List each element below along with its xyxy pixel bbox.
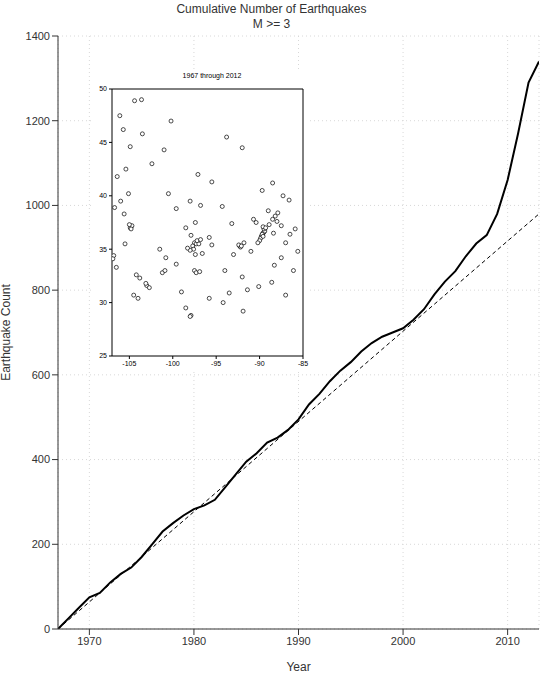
svg-text:2010: 2010 (495, 635, 519, 647)
html-text:1967 through 2012: 1967 through 2012 (182, 72, 242, 79)
svg-text:1990: 1990 (286, 635, 310, 647)
svg-text:0: 0 (44, 623, 50, 635)
svg-text:1200: 1200 (26, 115, 50, 127)
svg-text:-85: -85 (298, 360, 308, 367)
svg-text:35: 35 (99, 246, 107, 253)
svg-text:30: 30 (99, 299, 107, 306)
svg-text:600: 600 (32, 369, 50, 381)
svg-text:Year: Year (286, 660, 310, 674)
html-text:M >= 3: M >= 3 (252, 17, 291, 31)
svg-text:1970: 1970 (77, 635, 101, 647)
svg-text:45: 45 (99, 139, 107, 146)
svg-text:1980: 1980 (182, 635, 206, 647)
svg-text:40: 40 (99, 192, 107, 199)
svg-text:-100: -100 (166, 360, 180, 367)
svg-text:25: 25 (99, 352, 107, 359)
svg-text:400: 400 (32, 453, 50, 465)
svg-text:Earthquake Count: Earthquake Count (8, 283, 13, 380)
svg-text:-105: -105 (122, 360, 136, 367)
svg-text:800: 800 (32, 284, 50, 296)
svg-text:50: 50 (99, 85, 107, 92)
html-text:Cumulative Number of Earthquak: Cumulative Number of Earthquakes (176, 2, 367, 16)
svg-text:-95: -95 (211, 360, 221, 367)
svg-text:200: 200 (32, 538, 50, 550)
svg-text:2000: 2000 (391, 635, 415, 647)
svg-text:1000: 1000 (26, 199, 50, 211)
svg-text:-90: -90 (255, 360, 265, 367)
svg-text:1400: 1400 (26, 30, 50, 42)
